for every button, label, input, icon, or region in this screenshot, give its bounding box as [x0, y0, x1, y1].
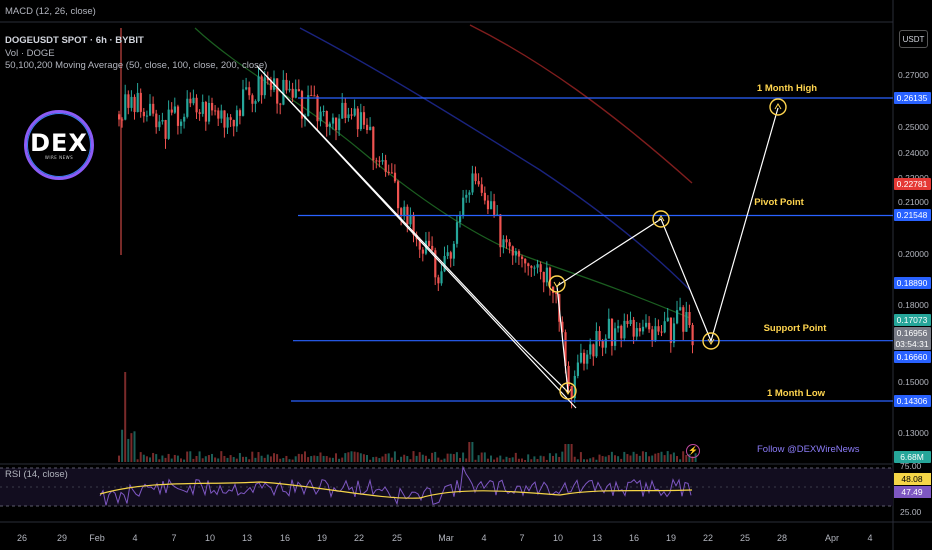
y-tick-label: 0.20000	[898, 249, 929, 259]
svg-text:0.16660: 0.16660	[897, 352, 928, 362]
symbol-line: DOGEUSDT SPOT · 6h · BYBIT	[5, 35, 144, 46]
svg-text:0.16956: 0.16956	[897, 328, 928, 338]
rsi-badge: 47.49	[894, 486, 931, 498]
currency-selector[interactable]: USDT	[899, 30, 928, 48]
x-tick-label: Feb	[89, 533, 105, 543]
svg-text:6.68M: 6.68M	[900, 452, 924, 462]
swing-marker	[548, 275, 566, 293]
y-tick-label: 0.25000	[898, 122, 929, 132]
y-tick-label: 0.27000	[898, 70, 929, 80]
downtrend-line	[256, 65, 577, 409]
x-tick-label: 16	[629, 533, 639, 543]
svg-text:47.49: 47.49	[901, 487, 923, 497]
rsi-label[interactable]: RSI (14, close)	[5, 469, 68, 480]
y-tick-label: 0.24000	[898, 148, 929, 158]
price-badge: 0.26135	[894, 92, 931, 104]
price-badge: 0.17073	[894, 314, 931, 326]
y-tick-label: 0.15000	[898, 377, 929, 387]
price-badge: 0.18890	[894, 277, 931, 289]
x-tick-label: 13	[242, 533, 252, 543]
price-badge: 03:54:31	[894, 338, 931, 350]
rsi-line	[99, 465, 692, 506]
price-badge: 0.14306	[894, 395, 931, 407]
rsi-badge: 48.08	[894, 473, 931, 485]
x-tick-label: Apr	[825, 533, 839, 543]
x-tick-label: 13	[592, 533, 602, 543]
ma100-line	[299, 27, 691, 291]
svg-text:0.22781: 0.22781	[897, 179, 928, 189]
rsi-tick-label: 25.00	[900, 507, 922, 517]
price-badge: 6.68M	[894, 451, 931, 463]
swing-marker	[559, 382, 577, 400]
macd-label[interactable]: MACD (12, 26, close)	[5, 6, 96, 17]
candles	[118, 67, 694, 409]
chevron-down-icon	[553, 281, 561, 288]
x-tick-label: 29	[57, 533, 67, 543]
lightning-icon[interactable]: ⚡	[686, 444, 700, 458]
x-tick-label: 16	[280, 533, 290, 543]
level-label: 1 Month Low	[767, 388, 826, 399]
x-tick-label: 22	[703, 533, 713, 543]
x-tick-label: 19	[317, 533, 327, 543]
price-badge: 0.16660	[894, 351, 931, 363]
y-tick-label: 0.18000	[898, 300, 929, 310]
level-label: 1 Month High	[757, 83, 817, 94]
dex-wire-news-logo: DEX WIRE NEWS	[24, 110, 94, 180]
svg-text:03:54:31: 03:54:31	[895, 339, 928, 349]
chevron-down-icon	[707, 338, 715, 345]
x-tick-label: 4	[867, 533, 872, 543]
svg-text:0.26135: 0.26135	[897, 93, 928, 103]
svg-text:0.14306: 0.14306	[897, 396, 928, 406]
x-tick-label: 7	[519, 533, 524, 543]
x-tick-label: 28	[777, 533, 787, 543]
moving-average-label[interactable]: 50,100,200 Moving Average (50, close, 10…	[5, 60, 268, 71]
x-tick-label: 26	[17, 533, 27, 543]
x-tick-label: 25	[740, 533, 750, 543]
ma200-line	[469, 24, 693, 184]
swing-marker	[652, 210, 670, 228]
swing-marker	[702, 332, 720, 350]
rsi-tick-label: 75.00	[900, 461, 922, 471]
svg-text:0.18890: 0.18890	[897, 278, 928, 288]
x-tick-label: 10	[553, 533, 563, 543]
y-tick-label: 0.21000	[898, 197, 929, 207]
price-badge: 0.16956	[894, 327, 931, 339]
x-tick-label: 7	[171, 533, 176, 543]
chevron-up-icon	[657, 215, 665, 222]
x-tick-label: 25	[392, 533, 402, 543]
x-tick-label: 4	[132, 533, 137, 543]
swing-marker	[769, 98, 787, 116]
follow-text: Follow @DEXWireNews	[757, 444, 860, 455]
chevron-down-icon	[564, 388, 572, 395]
chevron-up-icon	[774, 103, 782, 110]
x-tick-label: 19	[666, 533, 676, 543]
level-label: Support Point	[764, 323, 828, 334]
x-tick-label: Mar	[438, 533, 454, 543]
price-badge: 0.22781	[894, 178, 931, 190]
logo-sub-text: WIRE NEWS	[44, 154, 74, 160]
volume-bars	[118, 372, 697, 462]
svg-text:0.21548: 0.21548	[897, 210, 928, 220]
x-tick-label: 10	[205, 533, 215, 543]
rsi-ma-line	[99, 481, 693, 499]
level-label: Pivot Point	[754, 197, 804, 208]
x-tick-label: 22	[354, 533, 364, 543]
logo-main-text: DEX	[30, 128, 88, 157]
x-tick-label: 4	[481, 533, 486, 543]
y-tick-label: 0.13000	[898, 428, 929, 438]
projection-path	[256, 65, 779, 394]
volume-label[interactable]: Vol · DOGE	[5, 48, 55, 59]
svg-text:0.17073: 0.17073	[897, 315, 928, 325]
price-badge: 0.21548	[894, 209, 931, 221]
svg-text:48.08: 48.08	[901, 474, 923, 484]
